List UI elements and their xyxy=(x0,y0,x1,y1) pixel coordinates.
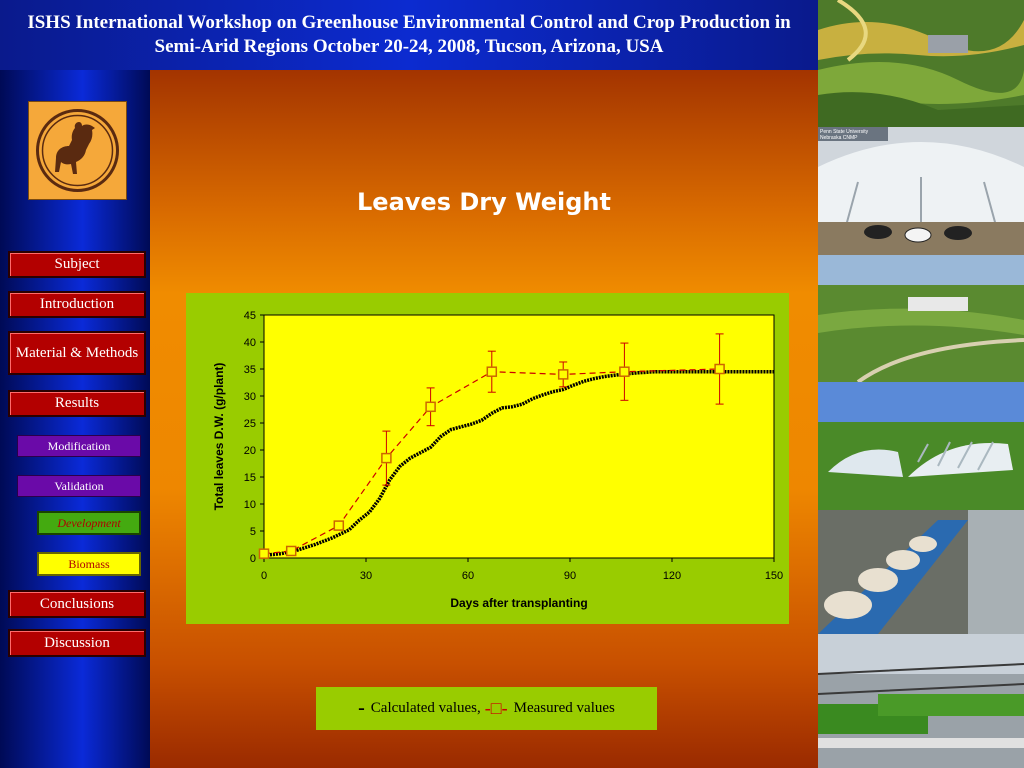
nav-development-label: Development xyxy=(57,515,121,530)
calculated-legend-symbol: - xyxy=(358,697,365,719)
nav-material-methods[interactable]: Material & Methods xyxy=(8,331,146,375)
y-tick-label: 20 xyxy=(244,445,256,457)
measured-value-point xyxy=(285,545,297,557)
nav-subject-label: Subject xyxy=(54,256,100,272)
photo-hoop-greenhouses xyxy=(818,382,1024,510)
y-axis-label: Total leaves D.W. (g/plant) xyxy=(212,363,226,511)
calculated-legend-label: Calculated values, xyxy=(370,700,481,716)
leaves-dry-weight-chart: 0 5 10 15 20 25 30 35 40 45 0 30 60 90 120 150 Total l… xyxy=(212,310,783,610)
nav-modification[interactable]: Modification xyxy=(17,435,141,457)
plot-area xyxy=(263,314,775,559)
nav-discussion-label: Discussion xyxy=(44,634,110,651)
photo-cattle-barn: Penn State University Nebraska CNMP xyxy=(818,127,1024,255)
nav-introduction-label: Introduction xyxy=(39,296,115,312)
chart-legend: - Calculated values, -□- Measured values xyxy=(316,687,657,730)
y-tick-label: 40 xyxy=(244,337,256,349)
nav-subject[interactable]: Subject xyxy=(8,251,146,278)
centaur-logo xyxy=(28,101,127,200)
measured-value-point xyxy=(714,363,725,375)
nav-material-methods-label: Material & Methods xyxy=(15,345,139,361)
workshop-header: ISHS International Workshop on Greenhous… xyxy=(0,0,818,70)
nav-biomass-label: Biomass xyxy=(68,556,110,571)
y-tick-label: 10 xyxy=(244,499,256,511)
photo-strip: Penn State University Nebraska CNMP xyxy=(818,0,1024,768)
y-tick-label: 30 xyxy=(244,391,256,403)
y-tick-label: 0 xyxy=(250,553,256,565)
measured-value-point xyxy=(258,548,270,559)
nav-results-label: Results xyxy=(54,395,100,411)
measured-value-point xyxy=(619,366,630,377)
measured-legend-label: Measured values xyxy=(513,700,615,716)
y-tick-label: 35 xyxy=(244,364,256,376)
nav-modification-label: Modification xyxy=(47,438,111,453)
chart-title: Leaves Dry Weight xyxy=(357,188,611,216)
nav-results[interactable]: Results xyxy=(8,390,146,417)
nav-conclusions-label: Conclusions xyxy=(39,595,115,612)
measured-value-point xyxy=(486,366,498,377)
y-tick-label: 45 xyxy=(244,310,256,322)
x-tick-label: 120 xyxy=(663,570,681,582)
photo-aerial-fields xyxy=(818,0,1024,127)
calculated-values-line xyxy=(263,369,774,558)
x-tick-label: 150 xyxy=(765,570,783,582)
x-tick-label: 0 xyxy=(261,570,267,582)
nav-introduction[interactable]: Introduction xyxy=(8,291,146,318)
nav-biomass[interactable]: Biomass xyxy=(37,552,141,576)
photo-seedling-benches xyxy=(818,634,1024,768)
nav-validation-label: Validation xyxy=(54,478,104,493)
measured-value-point xyxy=(381,452,392,464)
x-tick-label: 30 xyxy=(360,570,372,582)
measured-legend-symbol: -□- xyxy=(484,698,508,718)
nav-conclusions[interactable]: Conclusions xyxy=(8,590,146,618)
x-tick-label: 60 xyxy=(462,570,474,582)
nav-development[interactable]: Development xyxy=(37,511,141,535)
measured-value-point xyxy=(425,401,436,413)
photo-caption-line1: Penn State University xyxy=(820,129,869,135)
x-tick-label: 90 xyxy=(564,570,576,582)
y-tick-label: 15 xyxy=(244,472,256,484)
chart-area: 0 5 10 15 20 25 30 35 40 45 0 30 60 90 120 150 Total l… xyxy=(186,293,789,624)
workshop-title: ISHS International Workshop on Greenhous… xyxy=(27,12,791,57)
nav-validation[interactable]: Validation xyxy=(17,475,141,497)
photo-sheep-pens xyxy=(818,510,1024,634)
photo-caption-line2: Nebraska CNMP xyxy=(820,135,858,141)
photo-farm-landscape xyxy=(818,255,1024,382)
y-tick-label: 25 xyxy=(244,418,256,430)
nav-discussion[interactable]: Discussion xyxy=(8,629,146,657)
x-axis-label: Days after transplanting xyxy=(450,596,587,610)
measured-value-point xyxy=(557,369,569,380)
y-tick-label: 5 xyxy=(250,526,256,538)
measured-value-point xyxy=(333,520,345,531)
